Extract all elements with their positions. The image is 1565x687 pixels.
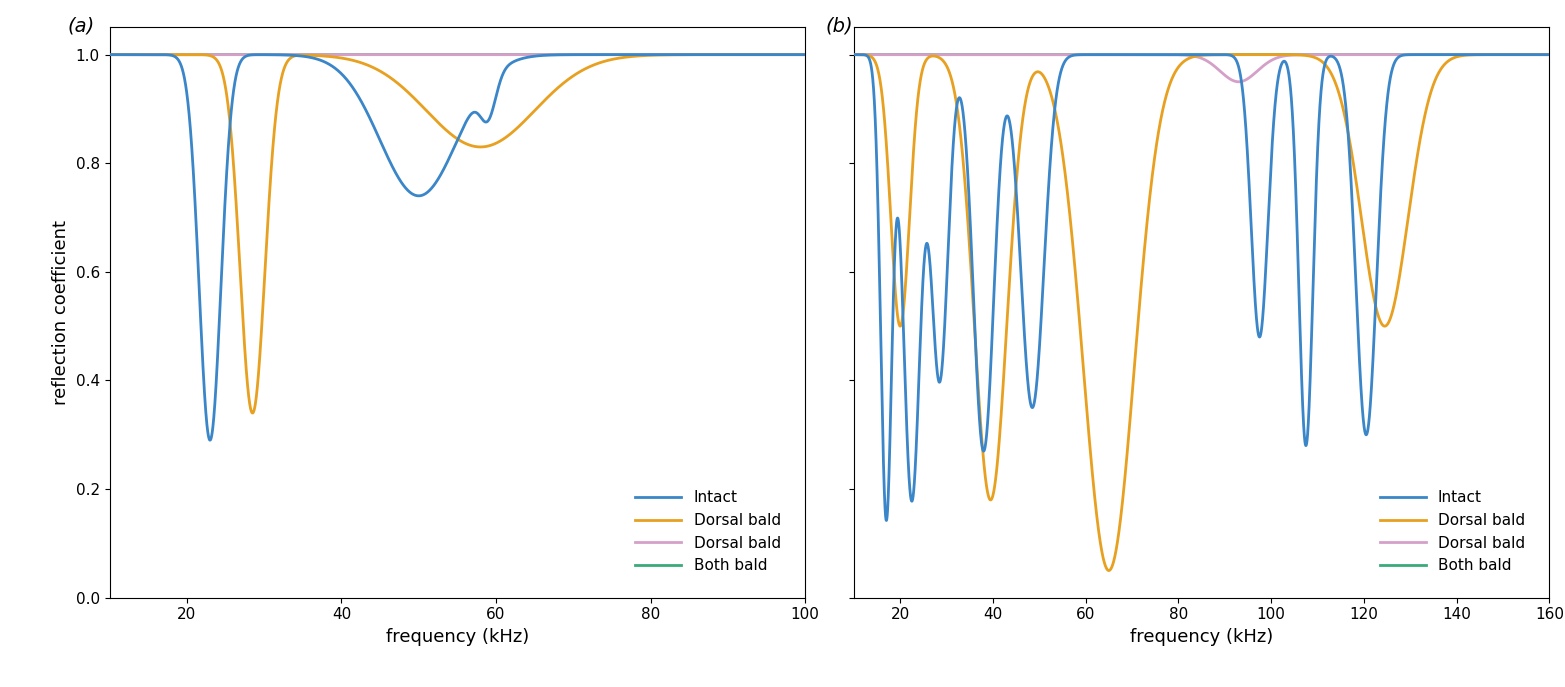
- Text: (a): (a): [67, 16, 95, 35]
- Text: (b): (b): [826, 16, 853, 35]
- Y-axis label: reflection coefficient: reflection coefficient: [52, 220, 70, 405]
- X-axis label: frequency (kHz): frequency (kHz): [385, 628, 529, 646]
- X-axis label: frequency (kHz): frequency (kHz): [1130, 628, 1274, 646]
- Legend: Intact, Dorsal bald, Dorsal bald, Both bald: Intact, Dorsal bald, Dorsal bald, Both b…: [1374, 484, 1531, 579]
- Legend: Intact, Dorsal bald, Dorsal bald, Both bald: Intact, Dorsal bald, Dorsal bald, Both b…: [629, 484, 787, 579]
